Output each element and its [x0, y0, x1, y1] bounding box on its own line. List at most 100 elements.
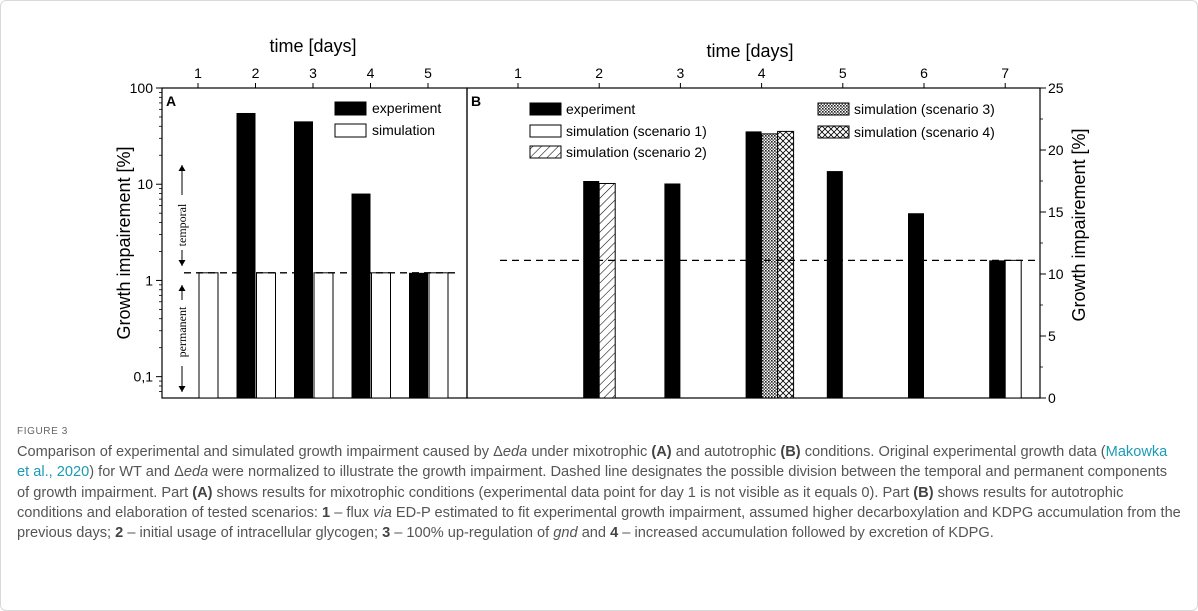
bar-simulation-scenario-3: [761, 133, 779, 399]
y-tick-label: 10: [1048, 266, 1064, 282]
bar-experiment: [236, 112, 256, 398]
bar-simulation: [256, 272, 276, 399]
y-tick-label: 0,1: [134, 369, 154, 385]
bar-experiment: [989, 260, 1006, 398]
bar-experiment: [409, 272, 428, 398]
x-tick-label: 1: [514, 65, 522, 81]
bar-experiment: [294, 121, 313, 398]
caption-segment: – 100% up-regulation of: [390, 525, 554, 542]
legend-label: simulation (scenario 4): [854, 124, 995, 140]
y-tick-label: 25: [1048, 80, 1064, 96]
caption-segment: (A): [192, 484, 213, 501]
legend-label: simulation: [372, 122, 435, 138]
y-tick-label: 5: [1048, 328, 1056, 344]
x-tick-label: 4: [367, 65, 375, 81]
y-tick-label: 100: [130, 80, 154, 96]
x-tick-label: 5: [839, 65, 847, 81]
x-tick-label: 3: [309, 65, 317, 81]
legend-swatch: [529, 145, 562, 159]
x-tick-label: 4: [758, 65, 766, 81]
bar-experiment: [908, 213, 924, 398]
temporal-label: temporal: [175, 203, 189, 246]
panel-a-chart: 1 2 3 4 5 time [days] 100 10 1 0,1 Growth impairem…: [114, 36, 468, 399]
x-axis-title: time [days]: [706, 41, 793, 61]
legend-label: simulation (scenario 3): [854, 101, 995, 117]
legend-swatch: [529, 102, 562, 116]
y-tick-label: 20: [1048, 142, 1064, 158]
caption-segment: via: [373, 504, 392, 521]
bar-simulation: [313, 272, 334, 399]
bar-experiment: [583, 181, 600, 398]
bar-simulation-scenario-4: [777, 130, 795, 399]
caption-segment: and: [577, 525, 611, 542]
legend-swatch: [334, 123, 367, 138]
caption-segment: shows results for mixotrophic conditions…: [212, 484, 914, 501]
bar-simulation: [371, 272, 391, 399]
legend-label: experiment: [372, 100, 441, 116]
annotation-arrow-head: [178, 285, 186, 291]
x-axis-title: time [days]: [269, 36, 356, 56]
annotation-arrow-head: [178, 386, 186, 392]
y-tick-label: 0: [1048, 390, 1056, 406]
caption-segment: were normalized to illustrate the growth…: [17, 464, 1168, 501]
caption-segment: under mixotrophic: [527, 444, 652, 460]
x-tick-label: 6: [920, 65, 928, 81]
y-tick-label: 10: [137, 176, 153, 192]
caption-segment: eda: [183, 464, 209, 481]
legend-label: simulation (scenario 1): [566, 123, 707, 139]
x-tick-label: 5: [424, 65, 432, 81]
citation-link[interactable]: Makowka et al., 2020: [17, 444, 1168, 481]
caption-segment: and autotrophic: [671, 444, 781, 460]
caption-segment: Comparison of experimental and simulated…: [17, 444, 494, 460]
caption-segment: – flux: [330, 504, 374, 521]
permanent-label: permanent: [175, 306, 189, 357]
annotation-arrow-head: [178, 260, 186, 266]
x-tick-label: 3: [677, 65, 685, 81]
y-tick-label: 1: [145, 272, 153, 288]
x-tick-label: 2: [252, 65, 260, 81]
caption-segment: ED-P estimated to fit experimental growt…: [17, 504, 1181, 542]
panel-letter-a: A: [166, 93, 176, 109]
caption-segment: gnd: [553, 525, 578, 542]
figure-caption: FIGURE 3 Comparison of experimental and …: [17, 426, 1182, 543]
legend-label: simulation (scenario 2): [566, 144, 707, 160]
y-axis-title: Growth impairement [%]: [114, 146, 134, 339]
y-tick-label: 15: [1048, 204, 1064, 220]
bar-experiment: [664, 183, 681, 398]
legend-label: experiment: [566, 101, 635, 117]
caption-segment: 4: [610, 525, 619, 542]
x-tick-label: 7: [1001, 65, 1009, 81]
x-tick-label: 1: [194, 65, 202, 81]
bar-simulation: [198, 272, 219, 399]
caption-segment: conditions. Original experimental growth…: [800, 444, 1106, 460]
legend-swatch: [334, 101, 367, 116]
bar-experiment: [826, 171, 843, 398]
legend-swatch: [817, 102, 850, 116]
caption-segment: (B): [913, 484, 934, 501]
bar-simulation-scenario-2: [598, 182, 616, 399]
bar-experiment: [745, 131, 762, 398]
figure-label: FIGURE 3: [17, 426, 68, 437]
caption-segment: Δ: [174, 464, 184, 481]
caption-segment: eda: [502, 444, 528, 460]
caption-segment: – initial usage of intracellular glycoge…: [123, 525, 383, 542]
panel-letter-b: B: [471, 93, 481, 109]
panel-b-chart: 1 2 3 4 5 6 7 time [days] 0 5 10 15 20 25 Growth impai…: [466, 41, 1089, 406]
caption-text: Comparison of experimental and simulated…: [17, 442, 1182, 543]
x-tick-label: 2: [595, 65, 603, 81]
bar-simulation: [428, 272, 449, 399]
caption-segment: ) for WT and: [89, 464, 175, 481]
caption-segment: 3: [382, 525, 391, 542]
caption-segment: 2: [115, 525, 124, 542]
legend-swatch: [529, 124, 562, 138]
caption-segment: 1: [322, 504, 331, 521]
caption-segment: Δ: [493, 444, 503, 460]
bar-simulation-scenario-1: [1004, 259, 1022, 399]
legend-swatch: [817, 125, 850, 139]
caption-segment: – increased accumulation followed by exc…: [618, 525, 994, 542]
caption-segment: (B): [780, 444, 801, 460]
caption-segment: shows results for autotrophic conditions…: [17, 484, 1124, 521]
bar-experiment: [351, 193, 371, 398]
caption-segment: (A): [651, 444, 672, 460]
